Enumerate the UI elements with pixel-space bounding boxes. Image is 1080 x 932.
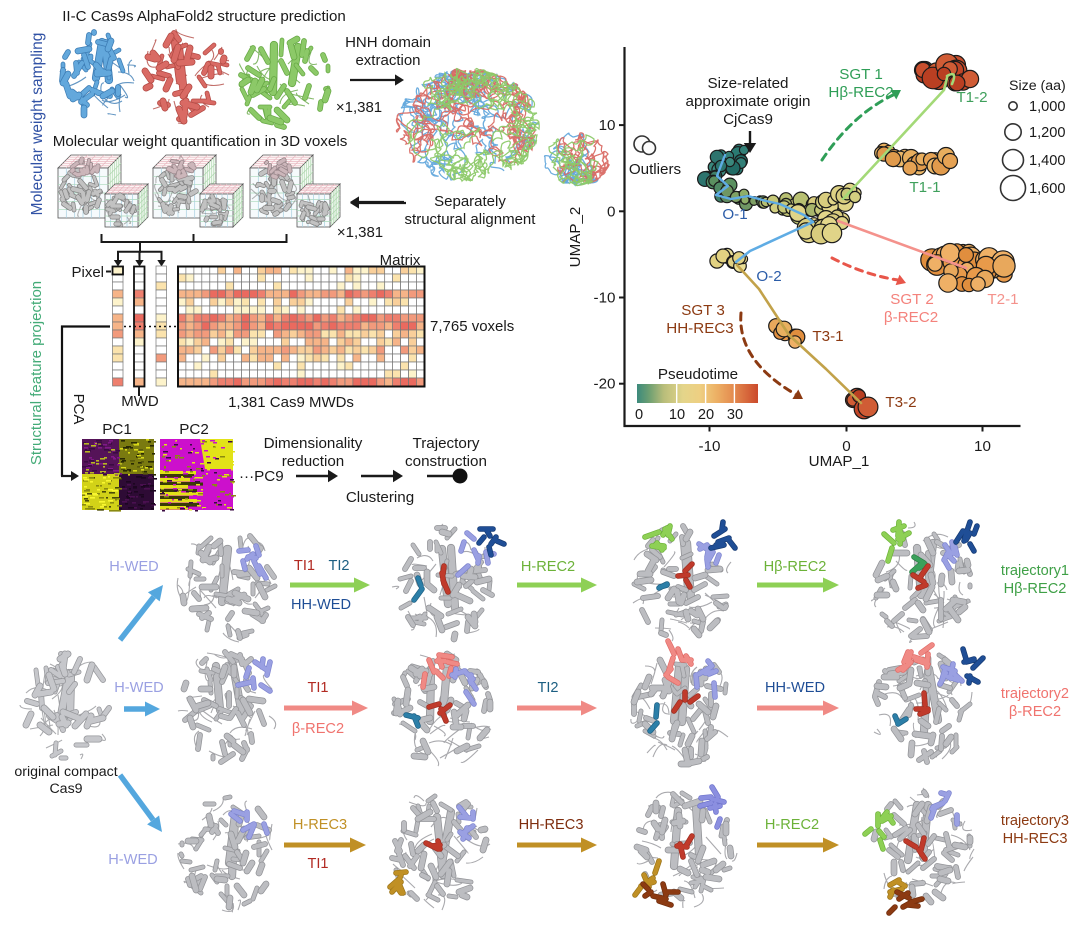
svg-text:H-REC2: H-REC2 [521, 559, 575, 575]
svg-text:β-REC2: β-REC2 [1009, 704, 1061, 720]
svg-text:10: 10 [669, 407, 685, 423]
svg-text:SGT 3: SGT 3 [681, 302, 725, 319]
svg-text:Separately: Separately [434, 193, 506, 210]
svg-text:1,000: 1,000 [1029, 99, 1066, 115]
svg-text:T1-2: T1-2 [956, 89, 987, 106]
svg-text:Trajectory: Trajectory [413, 435, 480, 452]
svg-text:HH-REC3: HH-REC3 [519, 817, 584, 833]
svg-text:0: 0 [842, 438, 850, 455]
svg-text:T1-1: T1-1 [909, 179, 940, 196]
svg-text:Cas9: Cas9 [49, 781, 82, 797]
svg-text:Outliers: Outliers [629, 161, 682, 178]
svg-text:1,400: 1,400 [1029, 153, 1066, 169]
svg-text:trajectory3: trajectory3 [1001, 813, 1069, 829]
svg-text:construction: construction [405, 453, 487, 470]
svg-text:extraction: extraction [355, 52, 420, 69]
svg-text:10: 10 [599, 117, 616, 134]
svg-text:UMAP_1: UMAP_1 [809, 453, 870, 470]
svg-text:O-1: O-1 [722, 206, 747, 223]
svg-text:TI2: TI2 [537, 680, 558, 696]
svg-text:approximate origin: approximate origin [686, 93, 811, 110]
svg-text:CjCas9: CjCas9 [723, 111, 773, 128]
svg-text:H-REC3: H-REC3 [293, 817, 347, 833]
svg-text:PC1: PC1 [102, 421, 132, 438]
svg-text:T2-1: T2-1 [987, 291, 1018, 308]
svg-text:original compact: original compact [14, 764, 117, 780]
svg-text:30: 30 [727, 407, 743, 423]
svg-text:T3-2: T3-2 [885, 394, 916, 411]
svg-text:1,600: 1,600 [1029, 181, 1066, 197]
svg-text:TI2: TI2 [328, 558, 349, 574]
svg-text:-10: -10 [594, 290, 616, 307]
svg-text:trajectory2: trajectory2 [1001, 686, 1069, 702]
svg-text:0: 0 [607, 203, 615, 220]
svg-text:TI1: TI1 [307, 856, 328, 872]
svg-text:-20: -20 [594, 376, 616, 393]
svg-text:Dimensionality: Dimensionality [264, 435, 363, 452]
svg-text:TI1: TI1 [294, 558, 315, 574]
svg-text:×1,381: ×1,381 [336, 99, 382, 116]
svg-text:UMAP_2: UMAP_2 [567, 207, 584, 268]
svg-text:PC2: PC2 [179, 421, 209, 438]
svg-text:0: 0 [635, 407, 643, 423]
svg-text:Matrix: Matrix [380, 252, 421, 269]
svg-text:T3-1: T3-1 [812, 328, 843, 345]
svg-text:Hβ-REC2: Hβ-REC2 [764, 559, 827, 575]
svg-text:O-2: O-2 [756, 268, 781, 285]
svg-text:H-WED: H-WED [114, 680, 163, 696]
svg-text:β-REC2: β-REC2 [884, 309, 938, 326]
svg-text:Hβ-REC2: Hβ-REC2 [1004, 581, 1067, 597]
svg-text:Molecular weight quantificatio: Molecular weight quantification in 3D vo… [53, 133, 348, 150]
svg-text:β-REC2: β-REC2 [292, 721, 344, 737]
svg-text:PCA: PCA [70, 394, 87, 425]
svg-text:Clustering: Clustering [346, 489, 414, 506]
svg-text:Size (aa): Size (aa) [1009, 78, 1066, 94]
svg-text:HNH domain: HNH domain [345, 34, 431, 51]
svg-text:H-WED: H-WED [109, 559, 158, 575]
svg-text:···PC9: ···PC9 [239, 468, 284, 485]
svg-text:Size-related: Size-related [707, 75, 788, 92]
svg-text:10: 10 [974, 438, 991, 455]
svg-text:reduction: reduction [282, 453, 344, 470]
svg-text:II-C Cas9s AlphaFold2 structur: II-C Cas9s AlphaFold2 structure predicti… [62, 8, 346, 25]
svg-text:H-REC2: H-REC2 [765, 817, 819, 833]
svg-text:1,381 Cas9 MWDs: 1,381 Cas9 MWDs [228, 394, 354, 411]
svg-text:1,200: 1,200 [1029, 125, 1066, 141]
svg-text:HH-REC3: HH-REC3 [1003, 831, 1068, 847]
svg-text:SGT 1: SGT 1 [839, 66, 883, 83]
svg-text:SGT 2: SGT 2 [890, 291, 934, 308]
svg-text:Structural feature projection: Structural feature projection [28, 281, 45, 465]
svg-text:structural alignment: structural alignment [405, 211, 537, 228]
svg-text:HH-WED: HH-WED [291, 597, 351, 613]
svg-text:Hβ-REC2: Hβ-REC2 [828, 84, 893, 101]
svg-text:7,765 voxels: 7,765 voxels [430, 318, 514, 335]
svg-text:×1,381: ×1,381 [337, 224, 383, 241]
svg-text:20: 20 [698, 407, 714, 423]
svg-text:HH-WED: HH-WED [765, 680, 825, 696]
svg-text:-10: -10 [699, 438, 721, 455]
svg-text:H-WED: H-WED [108, 852, 157, 868]
svg-text:Pseudotime: Pseudotime [658, 366, 738, 383]
svg-text:Pixel: Pixel [71, 264, 104, 281]
svg-text:TI1: TI1 [307, 680, 328, 696]
svg-text:MWD: MWD [121, 393, 159, 410]
svg-text:HH-REC3: HH-REC3 [666, 320, 734, 337]
svg-text:Molecular weight sampling: Molecular weight sampling [29, 33, 46, 216]
svg-text:trajectory1: trajectory1 [1001, 563, 1069, 579]
